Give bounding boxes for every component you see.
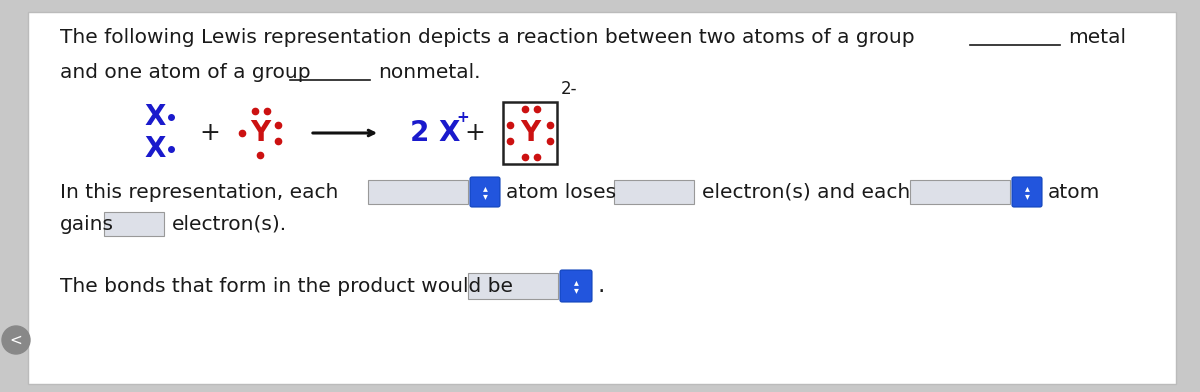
Text: electron(s) and each: electron(s) and each	[702, 183, 911, 201]
Text: .: .	[598, 274, 605, 298]
Text: metal: metal	[1068, 27, 1126, 47]
Text: In this representation, each: In this representation, each	[60, 183, 338, 201]
FancyBboxPatch shape	[560, 270, 592, 302]
Text: atom: atom	[1048, 183, 1100, 201]
Text: The bonds that form in the product would be: The bonds that form in the product would…	[60, 276, 514, 296]
Text: Y: Y	[250, 119, 270, 147]
Text: and one atom of a group: and one atom of a group	[60, 62, 311, 82]
Text: X: X	[144, 135, 166, 163]
Text: +: +	[456, 109, 469, 125]
Text: The following Lewis representation depicts a reaction between two atoms of a gro: The following Lewis representation depic…	[60, 27, 914, 47]
FancyBboxPatch shape	[468, 273, 558, 299]
Circle shape	[2, 326, 30, 354]
Text: Y: Y	[520, 119, 540, 147]
Text: electron(s).: electron(s).	[172, 214, 287, 234]
Text: 2 X: 2 X	[410, 119, 461, 147]
Text: ▴
▾: ▴ ▾	[482, 183, 487, 201]
FancyBboxPatch shape	[28, 12, 1176, 384]
FancyBboxPatch shape	[470, 177, 500, 207]
Text: gains: gains	[60, 214, 114, 234]
Text: +: +	[464, 121, 486, 145]
Text: +: +	[199, 121, 221, 145]
Text: atom loses: atom loses	[506, 183, 616, 201]
Text: nonmetal.: nonmetal.	[378, 62, 480, 82]
Text: ▴
▾: ▴ ▾	[1025, 183, 1030, 201]
Text: 2-: 2-	[562, 80, 577, 98]
FancyBboxPatch shape	[368, 180, 468, 204]
Text: X: X	[144, 103, 166, 131]
FancyBboxPatch shape	[1012, 177, 1042, 207]
Text: <: <	[10, 332, 23, 347]
Text: ▴
▾: ▴ ▾	[574, 277, 578, 295]
FancyBboxPatch shape	[910, 180, 1010, 204]
FancyBboxPatch shape	[104, 212, 164, 236]
FancyBboxPatch shape	[614, 180, 694, 204]
